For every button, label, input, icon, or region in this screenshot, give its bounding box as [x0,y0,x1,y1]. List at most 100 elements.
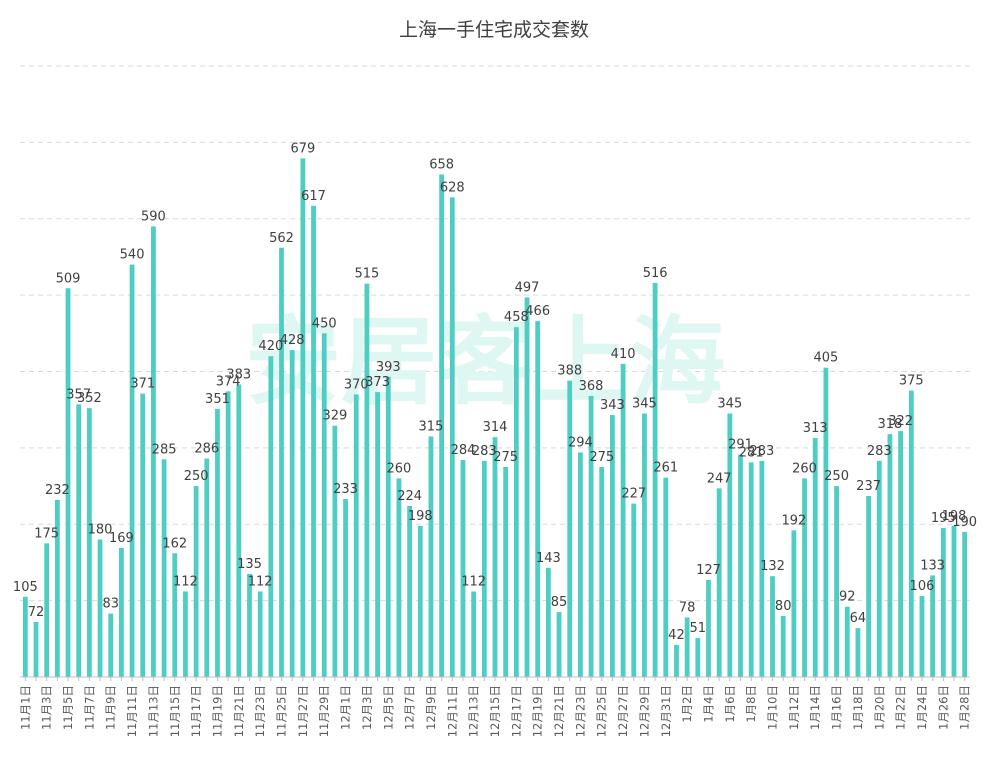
data-label: 112 [248,574,273,589]
bar [802,478,807,677]
bar [236,384,242,677]
data-label: 329 [322,409,347,424]
bar [65,288,71,677]
bar [759,460,765,677]
x-tick-label: 12月31日 [659,685,673,737]
bar [407,505,413,677]
x-tick-label: 1月14日 [808,685,822,730]
x-tick-label: 11月7日 [82,685,96,730]
data-label: 420 [258,339,283,354]
x-tick-label: 12月13日 [467,685,481,737]
bar [577,452,583,677]
bar [108,613,114,677]
bar [375,392,380,677]
data-label: 175 [34,526,59,541]
bar [204,458,210,677]
data-label: 658 [429,157,454,172]
bar [76,404,82,677]
data-label: 405 [813,351,838,366]
bar [844,606,850,677]
bar [385,376,391,677]
x-tick-label: 11月15日 [168,685,182,737]
bar [471,591,477,677]
bar [247,573,252,677]
bar [545,567,551,677]
x-tick-label: 11月1日 [18,685,32,730]
data-label: 284 [451,443,476,458]
bars [22,158,968,678]
x-tick-label: 1月12日 [787,685,801,730]
bar [876,460,882,677]
bar [97,539,103,677]
data-label: 106 [910,579,935,594]
x-tick-label: 12月5日 [381,685,395,730]
x-tick-label: 12月7日 [403,685,417,730]
bar [706,580,711,677]
data-label: 562 [269,231,294,246]
bar [770,576,775,677]
bar [780,615,786,677]
bar [151,226,156,677]
bar [172,553,178,677]
x-tick-label: 12月25日 [595,685,609,737]
data-label: 78 [679,600,696,615]
x-tick-label: 11月27日 [296,685,310,737]
bar [215,408,220,677]
x-tick-label: 1月8日 [744,685,758,723]
bar [428,436,434,677]
bar [866,495,871,677]
data-label: 285 [152,442,177,457]
data-label: 232 [45,483,70,498]
bar [343,499,348,677]
data-label: 133 [920,558,945,573]
bar [727,413,733,677]
data-label: 428 [280,333,305,348]
data-label: 162 [162,536,187,551]
data-label: 516 [643,266,668,281]
bar [22,596,28,677]
x-tick-label: 12月29日 [637,685,651,737]
bar [44,543,50,677]
bar [161,459,167,677]
data-label: 371 [130,377,155,392]
data-label: 281 [739,445,764,460]
bar [610,415,615,677]
x-tick-label: 1月16日 [830,685,844,730]
x-tick-label: 1月4日 [701,685,715,723]
bar [535,321,541,677]
data-label: 315 [419,419,444,434]
x-tick-label: 11月17日 [189,685,203,737]
data-label: 143 [536,551,561,566]
x-tick-label: 12月9日 [424,685,438,730]
data-label: 373 [365,375,390,390]
bar [588,395,594,677]
bar [513,327,519,677]
data-label: 190 [952,515,977,530]
bar [439,174,445,677]
bar [823,367,829,677]
data-label: 313 [803,421,828,436]
bar [86,408,92,677]
x-tick-label: 1月6日 [723,685,737,723]
bar [449,197,455,678]
data-label: 275 [493,450,518,465]
data-label: 80 [775,599,792,614]
bar [129,264,135,677]
bar [908,390,914,677]
bar [898,431,904,677]
bar [919,596,925,677]
data-label: 357 [66,387,91,402]
x-tick-label: 11月29日 [317,685,331,737]
bar [54,499,60,677]
bar [524,297,530,677]
data-label: 85 [551,595,568,610]
bar [791,530,797,677]
data-label: 294 [568,435,593,450]
bar [279,247,284,677]
bar [951,525,957,677]
chart-title: 上海一手住宅成交套数 [399,19,589,41]
x-tick-label: 11月3日 [40,685,54,730]
data-label: 318 [878,417,903,432]
data-label: 250 [184,469,209,484]
bar [460,460,466,677]
